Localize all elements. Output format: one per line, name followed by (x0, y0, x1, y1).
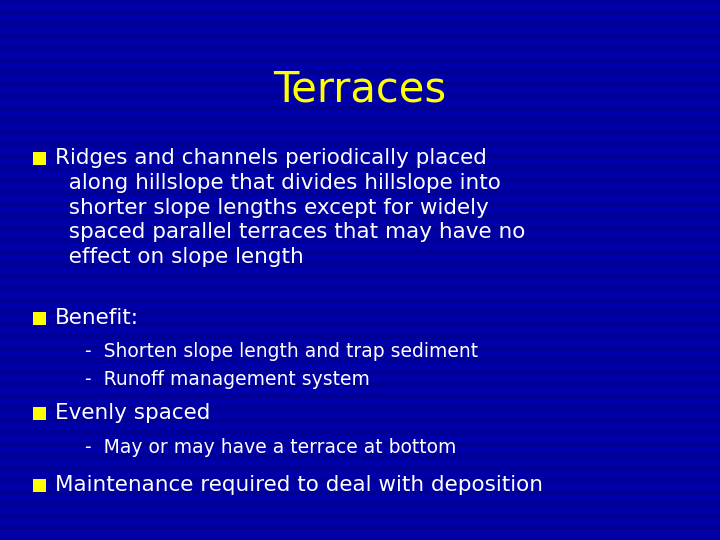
Text: Benefit:: Benefit: (55, 308, 139, 328)
Bar (33, 479, 46, 492)
Bar (33, 312, 46, 325)
Bar (33, 152, 46, 165)
Text: -  May or may have a terrace at bottom: - May or may have a terrace at bottom (85, 438, 456, 457)
Text: Maintenance required to deal with deposition: Maintenance required to deal with deposi… (55, 475, 543, 495)
Text: Terraces: Terraces (274, 68, 446, 110)
Text: Ridges and channels periodically placed
  along hillslope that divides hillslope: Ridges and channels periodically placed … (55, 148, 526, 267)
Text: Evenly spaced: Evenly spaced (55, 403, 210, 423)
Bar (33, 407, 46, 420)
Text: -  Shorten slope length and trap sediment: - Shorten slope length and trap sediment (85, 342, 478, 361)
Text: -  Runoff management system: - Runoff management system (85, 370, 370, 389)
